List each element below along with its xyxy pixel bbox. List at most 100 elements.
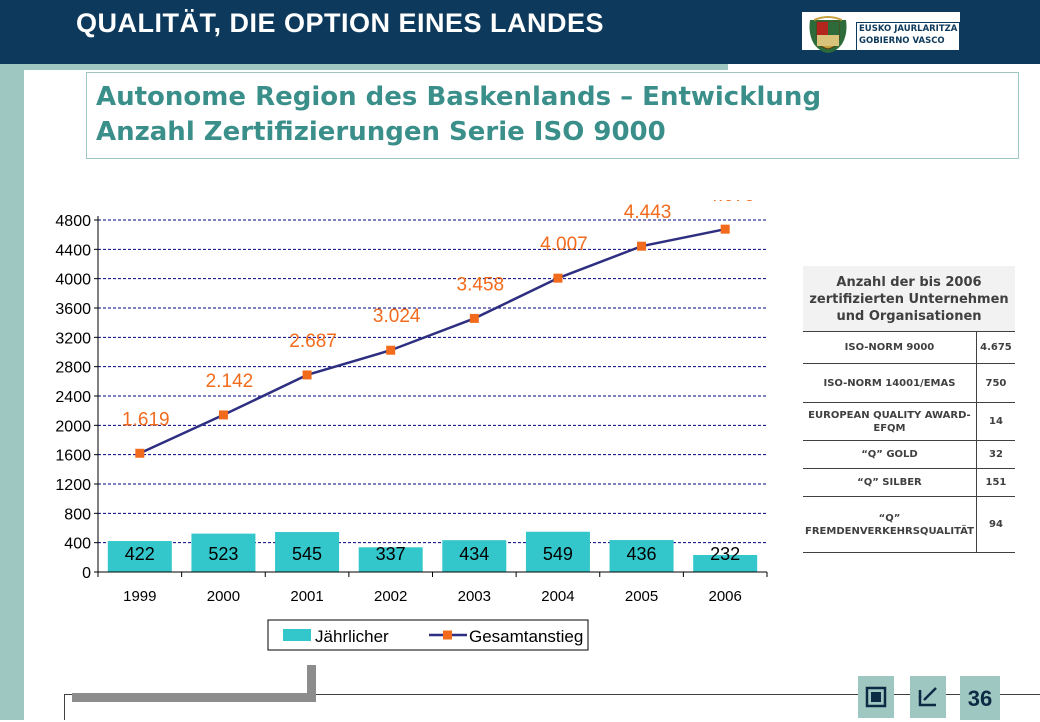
x-tick-label: 1999 — [123, 588, 156, 605]
y-tick-label: 2800 — [55, 360, 91, 377]
certification-summary-table: Anzahl der bis 2006 zertifizierten Unter… — [803, 266, 1015, 553]
y-tick-label: 0 — [82, 565, 91, 582]
table-cell-value: 750 — [975, 363, 1015, 403]
y-tick-label: 2000 — [55, 418, 91, 435]
legend-swatch-bar — [283, 629, 311, 641]
header-bar — [0, 0, 728, 64]
table-cell-value: 94 — [975, 496, 1015, 553]
bar-value-label: 422 — [125, 544, 155, 564]
x-tick-label: 2001 — [290, 588, 323, 605]
logo-line-2: GOBIERNO VASCO — [859, 36, 945, 46]
line-value-label: 4.007 — [540, 234, 588, 255]
left-accent-bar — [0, 64, 24, 720]
line-point — [469, 313, 479, 323]
table-cell-label: EUROPEAN QUALITY AWARD-EFQM — [803, 402, 977, 441]
bar — [107, 541, 172, 572]
back-button[interactable] — [910, 676, 946, 718]
bar-value-label: 545 — [292, 544, 322, 564]
legend-box — [267, 619, 589, 651]
header-accent-strip — [0, 64, 728, 70]
bar — [191, 533, 256, 572]
line-point — [720, 224, 730, 234]
legend-label-bar: Jährlicher — [315, 627, 389, 646]
footer-bracket-vertical — [307, 665, 316, 702]
table-cell-label: “Q” GOLD — [803, 440, 977, 469]
y-tick-label: 4400 — [55, 242, 91, 259]
bar-value-label: 337 — [376, 544, 406, 564]
line-value-label: 1.619 — [122, 409, 170, 430]
line-value-label: 2.687 — [289, 331, 337, 352]
line-value-label: 2.142 — [206, 371, 254, 392]
table-cell-value: 14 — [975, 402, 1015, 441]
back-arrow-icon — [918, 687, 937, 707]
subtitle: Autonome Region des Baskenlands – Entwic… — [96, 80, 821, 150]
line-point — [553, 273, 563, 283]
line-value-label: 3.458 — [457, 274, 505, 295]
line-point — [386, 345, 396, 355]
table-row: “Q” SILBER 151 — [803, 468, 1015, 497]
footer-rule-left — [64, 694, 65, 720]
y-tick-label: 3600 — [55, 301, 91, 318]
x-tick-label: 2005 — [625, 588, 658, 605]
table-body: ISO-NORM 9000 4.675 ISO-NORM 14001/EMAS … — [803, 331, 1015, 553]
line-value-label: 4.675 — [707, 200, 755, 206]
coat-of-arms-icon — [809, 16, 847, 53]
subtitle-line-1: Autonome Region des Baskenlands – Entwic… — [96, 82, 822, 112]
table-cell-label: ISO-NORM 14001/EMAS — [803, 363, 977, 403]
y-tick-label: 400 — [64, 536, 91, 553]
table-row: EUROPEAN QUALITY AWARD-EFQM 14 — [803, 402, 1015, 441]
frame-icon — [865, 686, 887, 708]
bar-value-label: 434 — [459, 544, 489, 564]
bar — [525, 531, 590, 572]
bar-value-label: 232 — [710, 544, 740, 564]
table-header: Anzahl der bis 2006 zertifizierten Unter… — [803, 266, 1015, 331]
bar — [442, 540, 507, 572]
line-value-label: 3.024 — [373, 306, 421, 327]
table-cell-label: “Q” SILBER — [803, 468, 977, 497]
y-tick-label: 4000 — [55, 272, 91, 289]
line-point — [135, 448, 145, 458]
bar — [275, 532, 340, 572]
y-tick-label: 2400 — [55, 389, 91, 406]
line-point — [302, 370, 312, 380]
x-tick-label: 2002 — [374, 588, 407, 605]
table-row: ISO-NORM 14001/EMAS 750 — [803, 363, 1015, 403]
page-number: 36 — [960, 676, 1000, 720]
footer-bracket-horizontal — [72, 693, 316, 702]
x-tick-label: 2004 — [541, 588, 574, 605]
legend-label-line: Gesamtanstieg — [469, 627, 583, 646]
line-value-label: 4.443 — [624, 202, 672, 223]
bar — [609, 540, 674, 572]
logo-text: EUSKO JAURLARITZA GOBIERNO VASCO — [856, 22, 960, 52]
logo-line-1: EUSKO JAURLARITZA — [859, 24, 958, 34]
table-cell-value: 4.675 — [975, 331, 1015, 364]
legend-swatch-marker — [443, 630, 452, 640]
table-row: “Q” FREMDENVERKEHRSQUALITÄT 94 — [803, 496, 1015, 553]
y-tick-label: 800 — [64, 506, 91, 523]
y-tick-label: 3200 — [55, 330, 91, 347]
page-title: QUALITÄT, DIE OPTION EINES LANDES — [76, 8, 605, 38]
table-row: ISO-NORM 9000 4.675 — [803, 331, 1015, 364]
x-tick-label: 2006 — [709, 588, 742, 605]
table-row: “Q” GOLD 32 — [803, 440, 1015, 469]
table-cell-value: 32 — [975, 440, 1015, 469]
certifications-chart: 0 400 800 1200 1600 2000 2400 2800 3200 3600 4000 4… — [55, 200, 768, 651]
frame-button[interactable] — [858, 676, 894, 718]
table-cell-label: ISO-NORM 9000 — [803, 331, 977, 364]
y-tick-label: 4800 — [55, 213, 91, 230]
line-point — [218, 410, 228, 420]
series-line — [139, 227, 726, 455]
y-tick-label: 1600 — [55, 448, 91, 465]
table-cell-value: 151 — [975, 468, 1015, 497]
footer-rule — [64, 694, 1040, 695]
x-tick-label: 2000 — [207, 588, 240, 605]
bar — [693, 554, 758, 572]
bar-value-label: 436 — [627, 544, 657, 564]
line-point — [637, 241, 647, 251]
subtitle-line-2: Anzahl Zertifizierungen Serie ISO 9000 — [96, 117, 666, 147]
table-cell-label: “Q” FREMDENVERKEHRSQUALITÄT — [803, 496, 977, 553]
y-tick-label: 1200 — [55, 477, 91, 494]
bar-value-label: 523 — [208, 544, 238, 564]
subtitle-box — [86, 72, 1019, 159]
bar — [358, 547, 423, 572]
